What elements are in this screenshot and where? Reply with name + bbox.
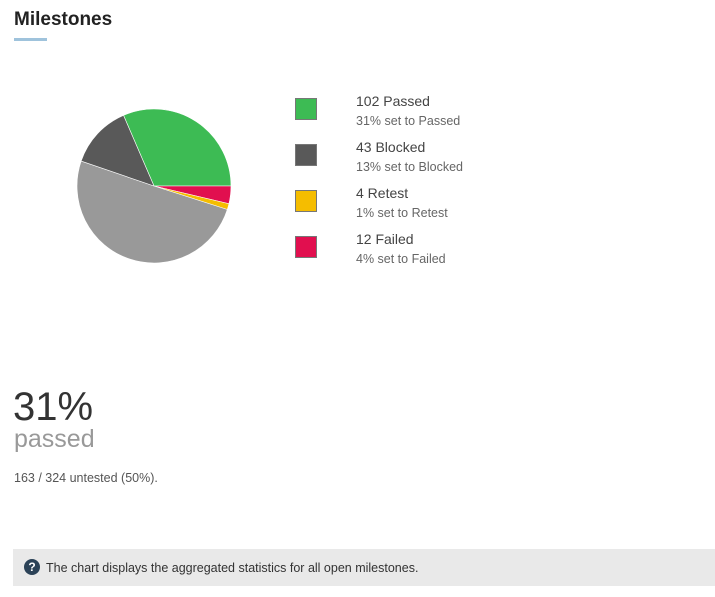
legend-subtext: 31% set to Passed	[356, 114, 461, 128]
legend-label: 12 Failed	[356, 231, 414, 247]
legend-subtext: 13% set to Blocked	[356, 160, 464, 174]
legend-label: 43 Blocked	[356, 139, 426, 155]
legend-label: 102 Passed	[356, 93, 430, 109]
pie-slice-passed[interactable]	[123, 108, 232, 187]
info-bar: ? The chart displays the aggregated stat…	[13, 549, 715, 586]
page-title: Milestones	[14, 9, 113, 30]
question-circle-icon[interactable]: ?	[24, 559, 40, 575]
title-underline	[14, 38, 47, 41]
pie-slice-untested[interactable]	[76, 160, 228, 264]
legend-swatch-passed	[295, 98, 317, 120]
legend-swatch-retest	[295, 190, 317, 212]
passed-label: passed	[14, 425, 95, 453]
legend-subtext: 1% set to Retest	[356, 206, 448, 220]
legend-swatch-failed	[295, 236, 317, 258]
untested-summary: 163 / 324 untested (50%).	[14, 471, 158, 485]
pie-chart	[74, 106, 234, 266]
legend-label: 4 Retest	[356, 185, 409, 201]
legend-swatch-blocked	[295, 144, 317, 166]
info-text: The chart displays the aggregated statis…	[46, 561, 419, 575]
pie-svg	[76, 108, 232, 264]
pie-slice-blocked[interactable]	[80, 114, 155, 187]
legend-subtext: 4% set to Failed	[356, 252, 446, 266]
passed-percentage: 31%	[13, 385, 94, 429]
